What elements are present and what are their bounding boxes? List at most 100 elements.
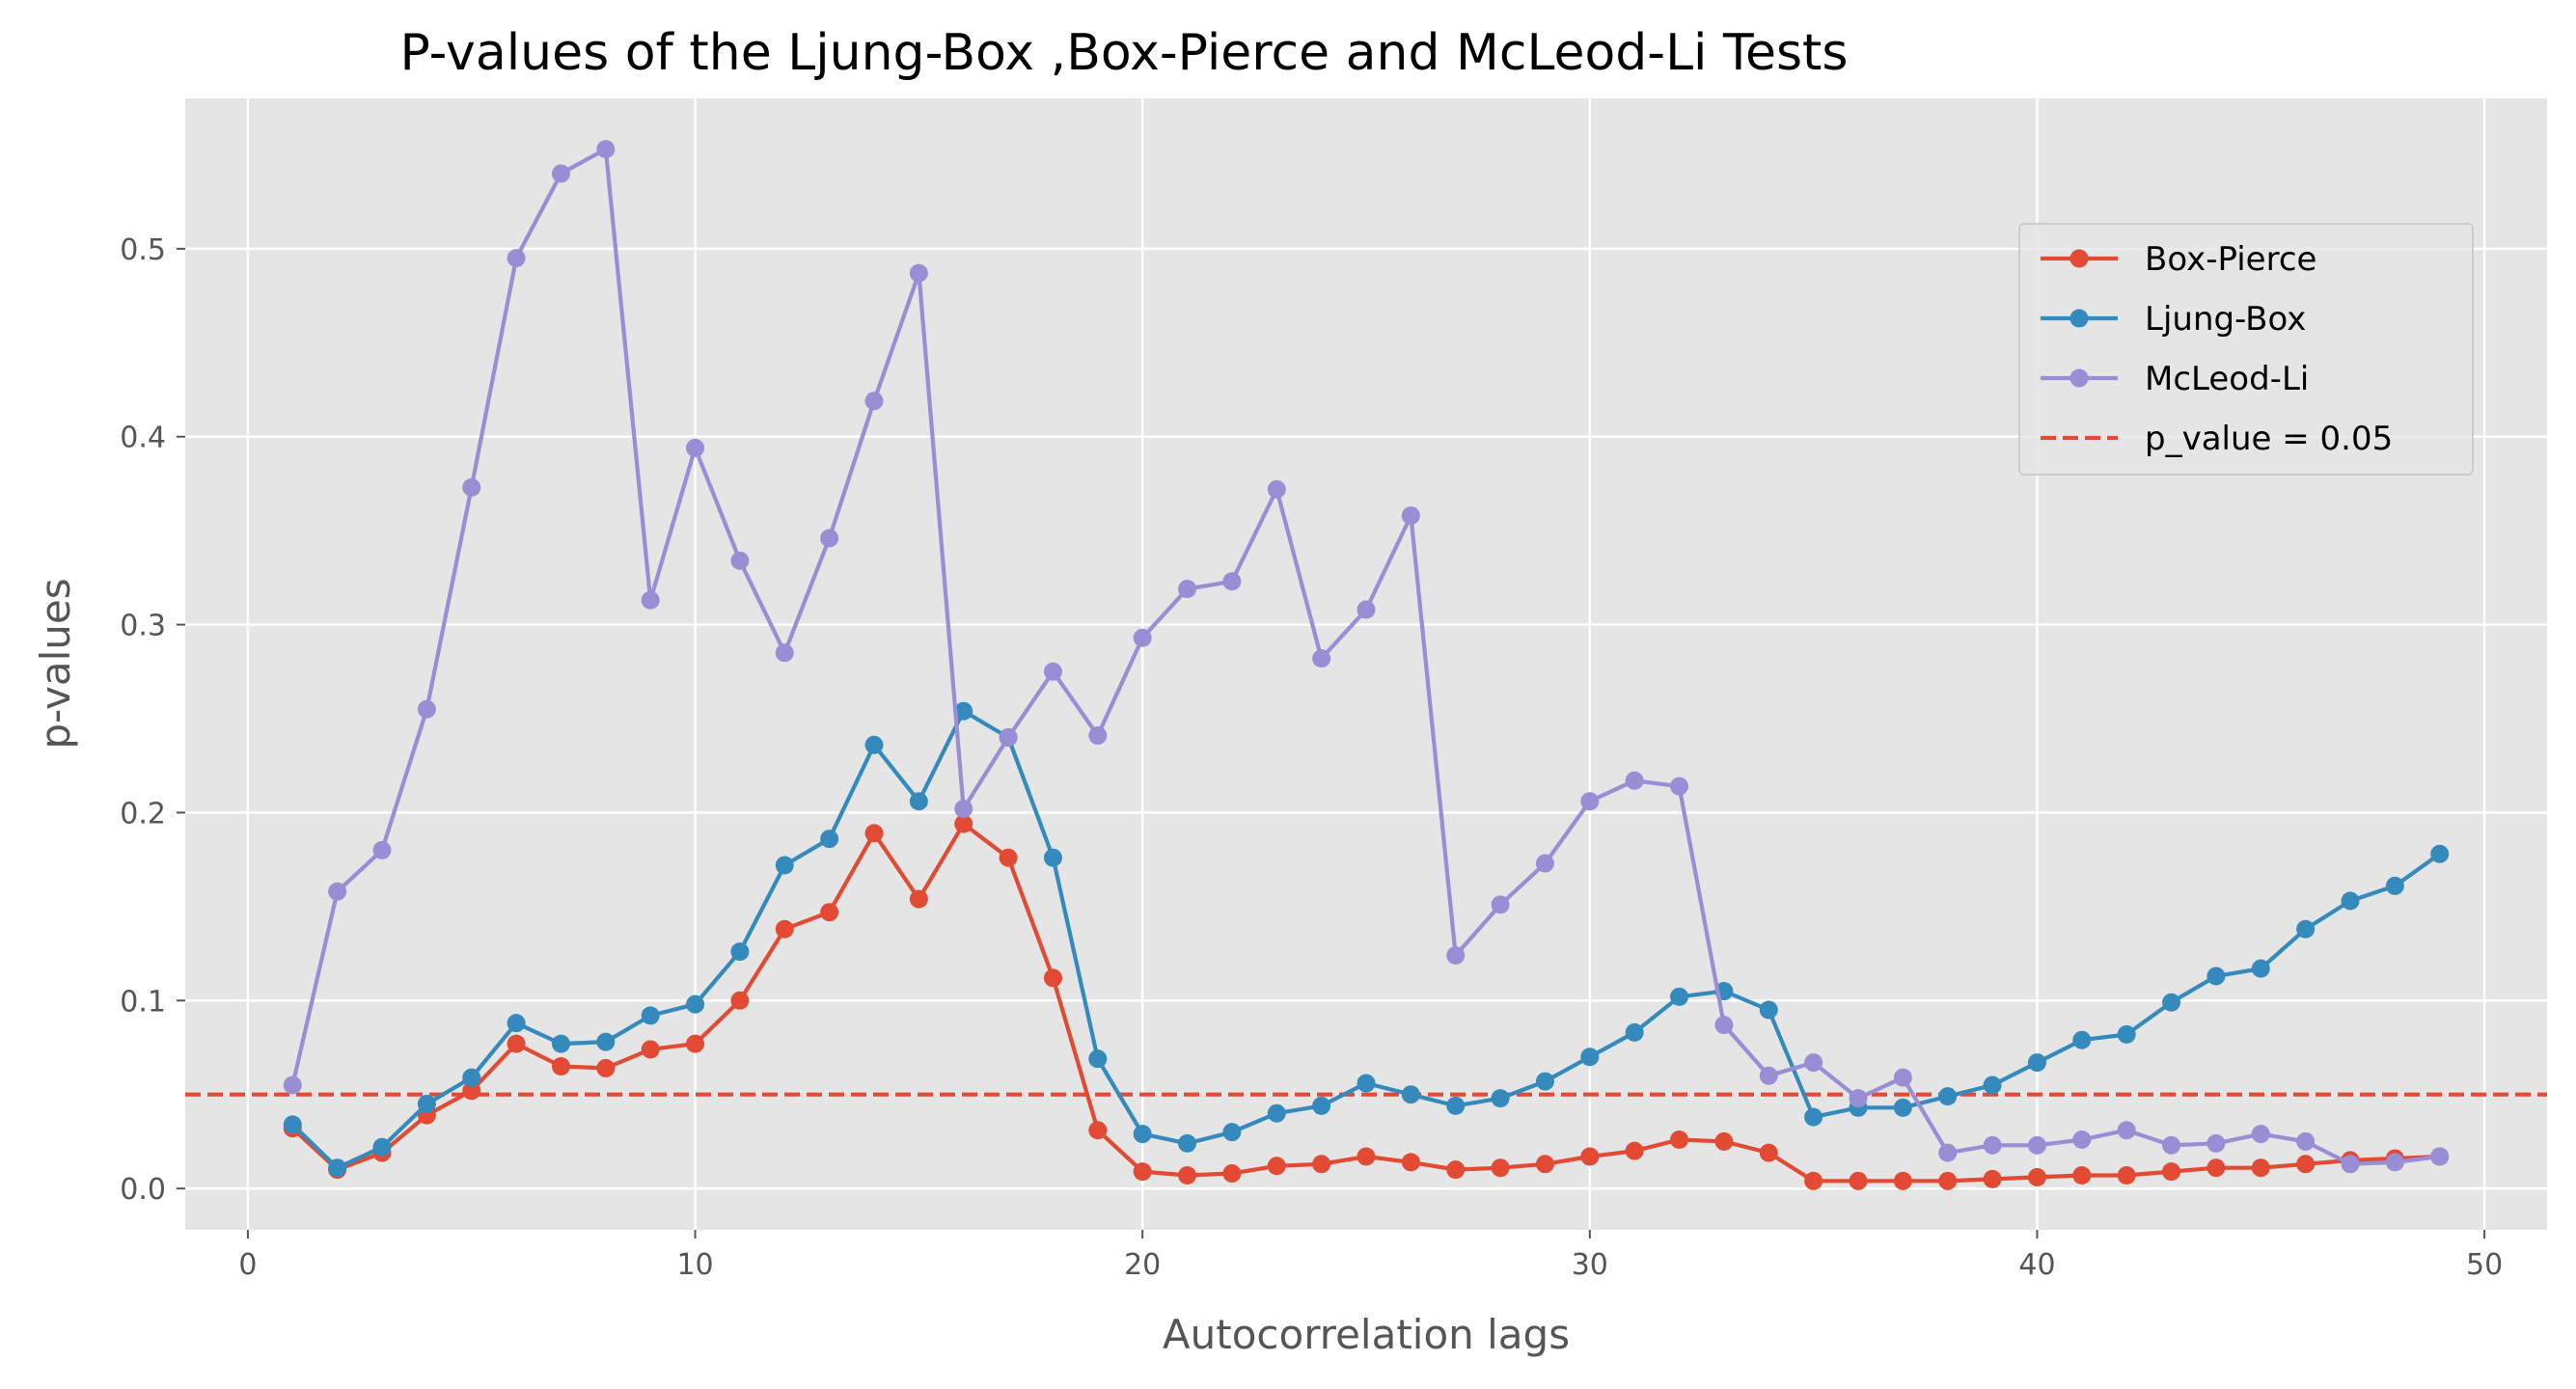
x-tick-label: 40: [2018, 1248, 2055, 1282]
data-point: [551, 1056, 570, 1076]
data-point: [1893, 1171, 1912, 1190]
data-point: [1983, 1135, 2002, 1155]
y-tick-label: 0.1: [120, 985, 166, 1019]
data-point: [417, 699, 436, 719]
data-point: [328, 882, 347, 901]
legend-label: Ljung-Box: [2145, 300, 2306, 339]
data-point: [820, 529, 839, 548]
data-point: [1938, 1143, 1958, 1162]
data-point: [775, 919, 794, 939]
data-point: [999, 727, 1018, 747]
data-point: [2117, 1165, 2136, 1185]
data-point: [2162, 993, 2181, 1012]
data-point: [1133, 1162, 1152, 1182]
data-point: [2385, 876, 2404, 895]
data-point: [2027, 1167, 2046, 1186]
data-point: [2296, 1155, 2316, 1174]
data-point: [1893, 1098, 1912, 1117]
data-point: [1133, 628, 1152, 647]
data-point: [1849, 1171, 1868, 1190]
data-point: [507, 249, 526, 268]
x-axis-title: Autocorrelation lags: [1163, 1311, 1570, 1358]
data-point: [775, 856, 794, 875]
data-point: [372, 1137, 392, 1157]
data-point: [596, 1058, 616, 1077]
legend-entry: p_value = 0.05: [2041, 420, 2393, 458]
legend: Box-Pierce Ljung-Box McLeod-Li p_value = 0.…: [2018, 223, 2474, 476]
data-point: [1178, 1133, 1197, 1153]
data-point: [1312, 1096, 1331, 1115]
data-point: [2430, 1147, 2450, 1166]
data-point: [1267, 1157, 1286, 1176]
data-point: [2162, 1162, 2181, 1182]
legend-marker: [2069, 309, 2089, 328]
data-point: [1759, 1066, 1778, 1085]
data-point: [1043, 968, 1062, 988]
data-point: [775, 643, 794, 663]
data-point: [462, 477, 481, 497]
data-point: [1312, 1155, 1331, 1174]
data-point: [1983, 1169, 2002, 1188]
data-point: [1625, 1022, 1644, 1042]
data-point: [2072, 1030, 2092, 1049]
data-point: [1357, 1074, 1376, 1093]
chart-title: P-values of the Ljung-Box ,Box-Pierce an…: [399, 24, 1848, 82]
data-point: [596, 1032, 616, 1051]
data-point: [1491, 1158, 1510, 1178]
data-point: [2206, 1158, 2226, 1178]
data-point: [686, 994, 705, 1014]
legend-label: p_value = 0.05: [2145, 420, 2393, 458]
legend-entry: Box-Pierce: [2041, 240, 2316, 279]
data-point: [1759, 1000, 1778, 1020]
data-point: [820, 903, 839, 922]
data-point: [1580, 792, 1600, 811]
y-tick-label: 0.0: [120, 1173, 166, 1207]
series-group: [283, 140, 2450, 1190]
data-point: [1267, 479, 1286, 499]
data-point: [462, 1081, 481, 1101]
data-point: [1222, 1164, 1242, 1184]
data-point: [954, 814, 973, 833]
legend-entry: McLeod-Li: [2041, 360, 2309, 398]
y-axis-ticks: 0.0 0.1 0.2 0.3 0.4 0.5: [120, 233, 185, 1207]
data-point: [1804, 1171, 1823, 1190]
data-point: [1535, 854, 1554, 873]
data-point: [686, 1034, 705, 1053]
data-point: [1535, 1155, 1554, 1174]
data-point: [1446, 1160, 1466, 1180]
legend-marker: [2069, 368, 2089, 388]
data-point: [1446, 946, 1466, 966]
data-point: [2430, 844, 2450, 863]
data-point: [507, 1034, 526, 1053]
data-point: [1043, 848, 1062, 867]
data-point: [1849, 1089, 1868, 1108]
data-point: [864, 735, 884, 754]
data-point: [2385, 1153, 2404, 1172]
data-point: [2117, 1024, 2136, 1044]
data-point: [1222, 572, 1242, 591]
data-point: [2162, 1135, 2181, 1155]
data-point: [2251, 1158, 2270, 1178]
data-point: [1670, 987, 1689, 1006]
data-point: [2206, 1133, 2226, 1153]
x-tick-label: 50: [2466, 1248, 2503, 1282]
x-tick-label: 30: [1572, 1248, 1608, 1282]
data-point: [1580, 1048, 1600, 1067]
data-point: [909, 792, 928, 811]
data-point: [2341, 1155, 2360, 1174]
data-point: [1491, 1089, 1510, 1108]
data-point: [641, 1040, 660, 1059]
legend-label: Box-Pierce: [2145, 240, 2316, 279]
data-point: [1446, 1096, 1466, 1115]
data-point: [417, 1094, 436, 1113]
x-tick-label: 10: [676, 1248, 713, 1282]
legend-box: [2018, 223, 2474, 476]
data-point: [1133, 1125, 1152, 1144]
data-point: [686, 438, 705, 457]
data-point: [462, 1068, 481, 1087]
data-point: [864, 824, 884, 843]
data-point: [999, 848, 1018, 867]
data-point: [2251, 1125, 2270, 1144]
data-point: [1893, 1068, 1912, 1087]
